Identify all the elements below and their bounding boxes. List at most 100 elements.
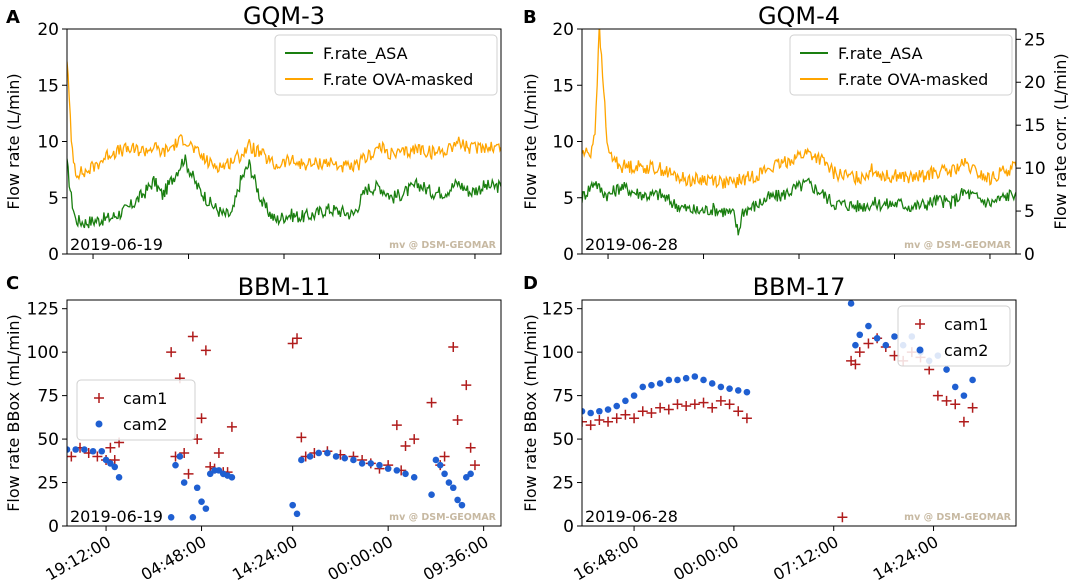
- cam2-point: [943, 366, 950, 373]
- cam2-point: [726, 385, 733, 392]
- watermark: mv @ DSM-GEOMAR: [904, 512, 1011, 523]
- legend-label: cam2: [944, 341, 988, 360]
- cam1-point: [179, 447, 190, 458]
- cam2-point: [700, 376, 707, 384]
- y-tick-label: 100: [27, 343, 59, 363]
- series-line-asa: [67, 154, 501, 229]
- cam2-point: [717, 383, 725, 391]
- cam2-point: [596, 407, 603, 415]
- x-tick-label: 04:48:00: [138, 532, 210, 584]
- cam1-point: [707, 402, 718, 413]
- cam1-point: [296, 432, 307, 443]
- y-tick-label: 20: [37, 20, 59, 40]
- cam1-point: [672, 399, 683, 410]
- cam1-point: [698, 397, 709, 408]
- cam2-point: [89, 447, 97, 455]
- cam2-point: [180, 479, 188, 486]
- legend-swatch: [916, 346, 924, 354]
- cam2-point: [189, 514, 197, 521]
- cam2-point: [167, 514, 175, 521]
- cam2-point: [441, 470, 448, 478]
- cam1-point: [196, 413, 207, 424]
- cam2-point: [306, 453, 314, 460]
- cam1-point: [663, 404, 674, 415]
- date-label: 2019-06-28: [585, 507, 678, 526]
- y-axis-label: Flow rate (L/min): [521, 73, 540, 209]
- cam1-point: [205, 461, 216, 472]
- series-line-ova: [67, 61, 501, 181]
- y-tick-label: 75: [552, 387, 574, 407]
- x-tick-label: 19:12:00: [42, 532, 114, 584]
- cam2-point: [852, 341, 859, 349]
- cam1-point: [594, 414, 605, 425]
- cam1-point: [448, 341, 459, 352]
- chart-title: GQM-3: [243, 2, 325, 30]
- watermark: mv @ DSM-GEOMAR: [904, 240, 1011, 251]
- cam1-point: [715, 395, 726, 406]
- cam2-point: [341, 454, 349, 462]
- cam1-point: [426, 397, 437, 408]
- y-tick-label: 0: [48, 245, 59, 265]
- cam2-point: [708, 380, 716, 387]
- cam2-point: [111, 463, 119, 471]
- cam1-point: [105, 442, 116, 453]
- cam1-point: [620, 409, 631, 420]
- cam2-point: [428, 491, 435, 499]
- legend-label: cam1: [944, 315, 988, 334]
- y-right-tick-label: 15: [1024, 116, 1046, 136]
- cam1-point: [603, 416, 614, 427]
- cam1-point: [958, 416, 969, 427]
- cam2-point: [228, 474, 236, 481]
- cam1-point: [932, 390, 943, 401]
- cam2-point: [873, 334, 881, 342]
- y-right-tick-label: 5: [1024, 202, 1035, 222]
- x-tick-label: 14:24:00: [229, 532, 301, 584]
- legend-box: [76, 379, 196, 441]
- cam1-point: [611, 413, 622, 424]
- y-right-axis-label: Flow rate corr. (L/min): [1051, 53, 1070, 229]
- cam2-point: [67, 446, 71, 453]
- cam2-point: [402, 470, 409, 478]
- cam1-point: [452, 414, 463, 425]
- cam1-point: [109, 454, 120, 465]
- cam1-point: [391, 420, 402, 431]
- cam1-point: [646, 408, 657, 418]
- legend: F.rate_ASA F.rate OVA-masked: [274, 34, 498, 96]
- cam1-point: [863, 338, 874, 349]
- legend-box: [274, 34, 498, 96]
- cam2-point: [376, 461, 383, 469]
- cam1-point: [439, 451, 450, 462]
- cam2-point: [458, 501, 466, 509]
- watermark: mv @ DSM-GEOMAR: [389, 512, 496, 523]
- y-tick-label: 15: [37, 76, 59, 96]
- cam1-point: [637, 406, 648, 417]
- cam2-point: [691, 373, 699, 380]
- cam2-point: [358, 460, 366, 467]
- cam2-point: [198, 498, 205, 505]
- cam1-point: [213, 447, 224, 458]
- y-right-tick-label: 25: [1024, 30, 1046, 50]
- cam2-point: [467, 470, 474, 478]
- cam2-point: [665, 376, 673, 384]
- cam2-point: [410, 474, 418, 481]
- legend-box: [897, 305, 1011, 367]
- cam2-point: [743, 388, 751, 396]
- legend: cam1 cam2: [76, 379, 196, 441]
- cam1-point: [850, 359, 861, 370]
- cam1-point: [854, 347, 865, 358]
- chart-title: GQM-4: [758, 2, 840, 30]
- cam2-point: [613, 402, 621, 410]
- plot-area: [67, 61, 501, 229]
- y-right-tick-label: 0: [1024, 245, 1035, 265]
- cam1-point: [183, 468, 194, 479]
- y-tick-label: 100: [542, 343, 574, 363]
- plot-area: [582, 300, 978, 523]
- cam2-point: [639, 383, 647, 391]
- cam1-point: [724, 399, 735, 410]
- cam1-point: [681, 401, 692, 412]
- cam2-point: [891, 333, 898, 340]
- cam2-point: [350, 456, 357, 464]
- cam1-point: [967, 402, 978, 413]
- legend-label: cam2: [123, 415, 167, 434]
